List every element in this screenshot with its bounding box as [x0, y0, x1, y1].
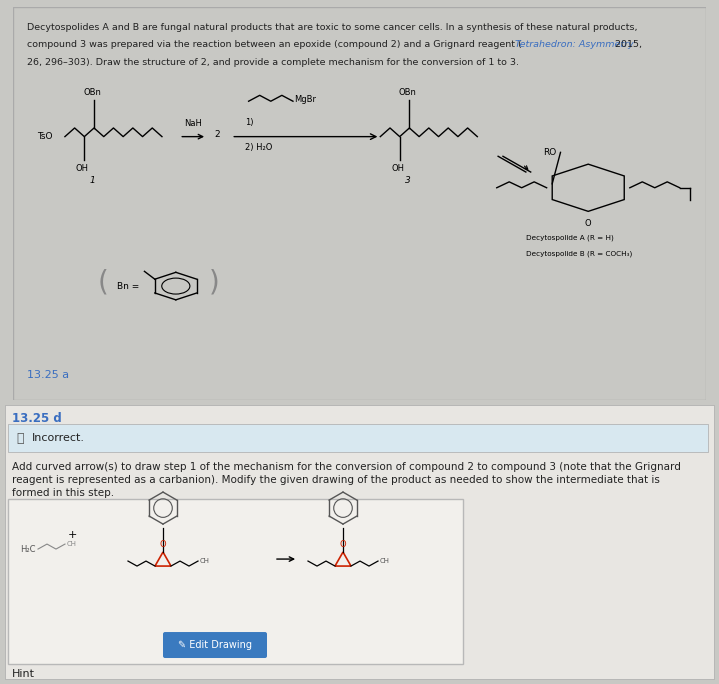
Text: TsO: TsO [37, 132, 52, 141]
FancyBboxPatch shape [8, 424, 708, 452]
Text: O: O [585, 219, 592, 228]
Text: 2015,: 2015, [613, 40, 643, 49]
Text: O: O [160, 540, 166, 549]
Text: 1): 1) [245, 118, 254, 127]
FancyBboxPatch shape [5, 405, 714, 679]
Text: OH: OH [75, 164, 88, 173]
Text: 26, 296–303). Draw the structure of 2, and provide a complete mechanism for the : 26, 296–303). Draw the structure of 2, a… [27, 58, 519, 67]
Text: Tetrahedron: Asymmetry: Tetrahedron: Asymmetry [516, 40, 634, 49]
Text: OH: OH [391, 164, 404, 173]
Text: H₂C: H₂C [20, 544, 35, 553]
Text: 13.25 d: 13.25 d [12, 412, 62, 425]
Text: OBn: OBn [398, 88, 416, 96]
Text: Hint: Hint [12, 669, 35, 679]
Text: 2: 2 [214, 130, 219, 139]
Text: reagent is represented as a carbanion). Modify the given drawing of the product : reagent is represented as a carbanion). … [12, 475, 660, 485]
Text: NaH: NaH [184, 119, 202, 128]
Text: O: O [339, 540, 347, 549]
Text: compound 3 was prepared via the reaction between an epoxide (compound 2) and a G: compound 3 was prepared via the reaction… [27, 40, 521, 49]
Text: CH: CH [67, 541, 77, 547]
Text: formed in this step.: formed in this step. [12, 488, 114, 498]
Text: 🖉: 🖉 [16, 432, 24, 445]
Text: Add curved arrow(s) to draw step 1 of the mechanism for the conversion of compou: Add curved arrow(s) to draw step 1 of th… [12, 462, 681, 472]
Text: Incorrect.: Incorrect. [32, 433, 85, 443]
Text: RO: RO [543, 148, 557, 157]
Text: 2) H₂O: 2) H₂O [245, 142, 273, 152]
Text: OBn: OBn [83, 88, 101, 96]
Text: CH: CH [200, 558, 210, 564]
Text: (: ( [98, 268, 109, 296]
Text: Bn =: Bn = [117, 282, 139, 291]
Text: 3: 3 [406, 176, 411, 185]
Text: Decytospolides A and B are fungal natural products that are toxic to some cancer: Decytospolides A and B are fungal natura… [27, 23, 637, 31]
Text: ✎ Edit Drawing: ✎ Edit Drawing [178, 640, 252, 650]
Text: Decytospolide B (R = COCH₃): Decytospolide B (R = COCH₃) [526, 251, 632, 257]
Text: CH: CH [380, 558, 390, 564]
Text: Decytospolide A (R = H): Decytospolide A (R = H) [526, 235, 613, 241]
FancyBboxPatch shape [8, 499, 463, 664]
Text: +: + [68, 530, 78, 540]
FancyBboxPatch shape [163, 632, 267, 658]
Text: MgBr: MgBr [293, 95, 316, 104]
Text: 13.25 a: 13.25 a [27, 371, 69, 380]
Text: 1: 1 [90, 176, 96, 185]
Text: ): ) [209, 268, 219, 296]
